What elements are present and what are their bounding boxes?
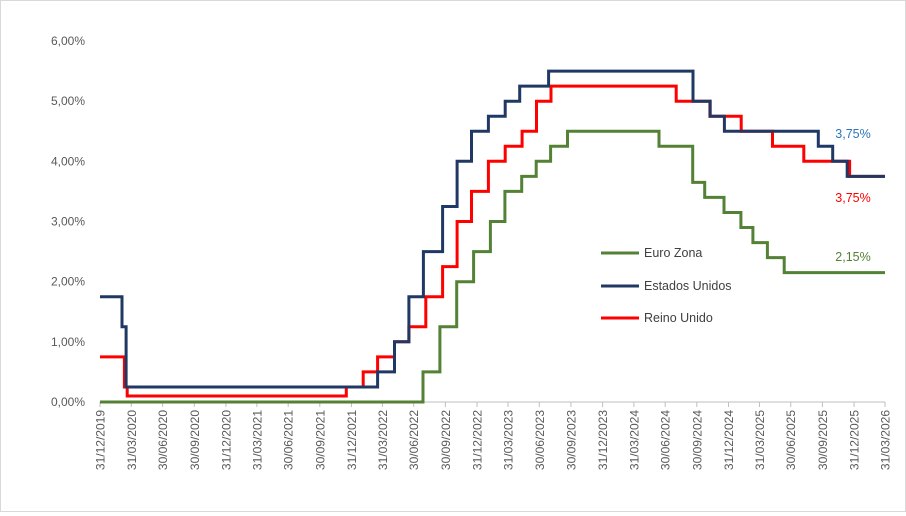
end-value-label: 2,15% [835, 250, 870, 264]
legend: Euro Zona Estados Unidos Reino Unido [601, 246, 732, 325]
x-tick-label: 30/09/2024 [690, 410, 704, 470]
y-tick-label: 3,00% [51, 215, 85, 229]
x-tick-label: 30/06/2024 [659, 410, 673, 470]
x-tick-label: 31/12/2022 [471, 410, 485, 470]
y-tick-label: 5,00% [51, 94, 85, 108]
y-tick-label: 6,00% [51, 34, 85, 48]
x-tick-label: 30/09/2021 [313, 410, 327, 470]
y-tick-label: 4,00% [51, 154, 85, 168]
end-value-label: 3,75% [835, 191, 870, 205]
x-tick-label: 31/12/2023 [596, 410, 610, 470]
end-labels: 2,15% 3,75% 3,75% [835, 127, 870, 264]
y-tick-label: 2,00% [51, 275, 85, 289]
x-tick-label: 30/09/2020 [188, 410, 202, 470]
legend-label: Euro Zona [644, 246, 702, 260]
x-tick-label: 31/03/2022 [376, 410, 390, 470]
x-tick-label: 31/03/2025 [753, 410, 767, 470]
series-line-estados-unidos [100, 69, 885, 389]
x-tick-label: 31/12/2024 [722, 410, 736, 470]
x-tick-label: 31/12/2025 [848, 410, 862, 470]
series-layer [100, 69, 885, 404]
x-tick-label: 31/03/2024 [627, 410, 641, 470]
legend-label: Reino Unido [644, 311, 713, 325]
x-tick-label: 30/09/2025 [816, 410, 830, 470]
x-tick-label: 31/12/2021 [345, 410, 359, 470]
series-line-reino-unido [100, 84, 885, 398]
legend-label: Estados Unidos [644, 279, 732, 293]
x-tick-label: 31/12/2019 [94, 410, 108, 470]
x-tick-label: 31/03/2020 [125, 410, 139, 470]
x-tick-label: 31/03/2023 [501, 410, 515, 470]
axes: 0,00% 1,00% 2,00% 3,00% 4,00% 5,00% 6,00% 31/12… [51, 34, 893, 470]
x-tick-label: 30/06/2025 [784, 410, 798, 470]
x-tick-label: 30/06/2023 [533, 410, 547, 470]
x-tick-label: 31/12/2020 [219, 410, 233, 470]
series-line-euro-zona [100, 129, 885, 404]
x-tick-label: 30/06/2020 [156, 410, 170, 470]
y-tick-label: 0,00% [51, 395, 85, 409]
x-tick-label: 30/06/2021 [282, 410, 296, 470]
y-tick-label: 1,00% [51, 335, 85, 349]
x-tick-label: 31/03/2026 [879, 410, 893, 470]
x-tick-label: 30/09/2022 [439, 410, 453, 470]
end-value-label: 3,75% [835, 127, 870, 141]
x-tick-label: 31/03/2021 [250, 410, 264, 470]
x-tick-label: 30/09/2023 [564, 410, 578, 470]
x-tick-label: 30/06/2022 [407, 410, 421, 470]
